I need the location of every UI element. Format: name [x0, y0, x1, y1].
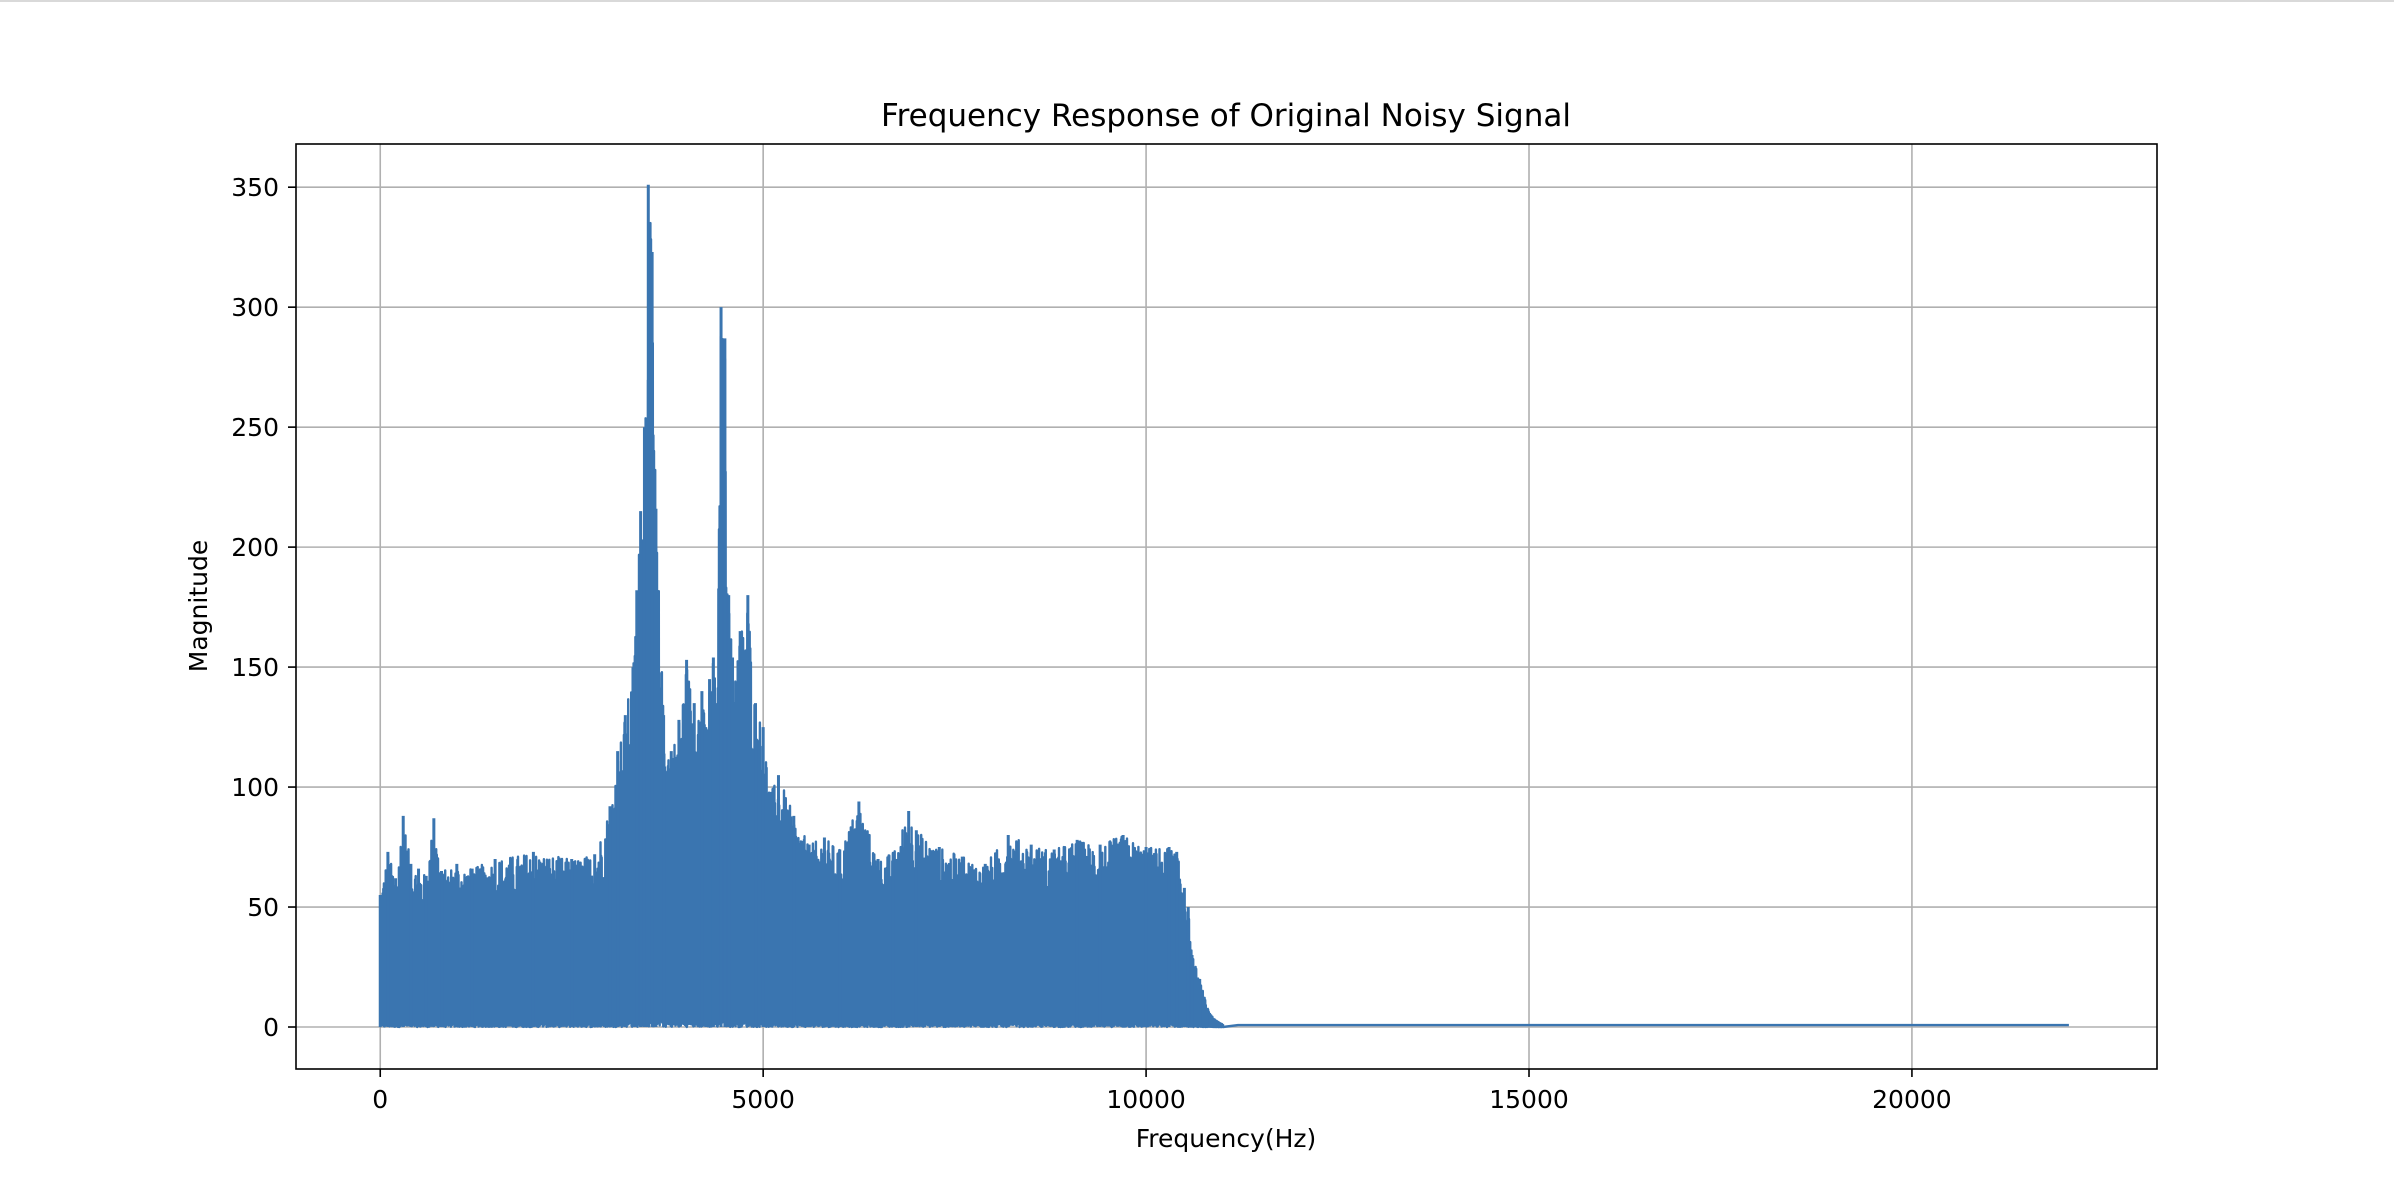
plot-frame [295, 143, 2158, 1070]
y-tick-label: 300 [231, 293, 279, 322]
grid [296, 144, 2157, 1069]
x-tick-label: 10000 [1106, 1085, 1186, 1114]
y-tick-label: 200 [231, 533, 279, 562]
x-tick-label: 20000 [1872, 1085, 1952, 1114]
window-top-border [0, 0, 2394, 2]
y-tick-label: 150 [231, 653, 279, 682]
series [378, 184, 2069, 1029]
y-tick-label: 0 [263, 1013, 279, 1042]
spectrum-line [379, 221, 2069, 1029]
chart-title: Frequency Response of Original Noisy Sig… [881, 98, 1571, 134]
y-axis-label: Magnitude [184, 540, 213, 672]
axes: 0 5000 10000 15000 20000 0 50 100 150 200 250 300 35… [231, 173, 1951, 1114]
x-axis-label: Frequency(Hz) [1136, 1124, 1317, 1153]
y-tick-label: 100 [231, 773, 279, 802]
y-tick-label: 250 [231, 413, 279, 442]
x-tick-label: 5000 [731, 1085, 795, 1114]
x-tick-label: 0 [372, 1085, 388, 1114]
y-tick-label: 50 [247, 893, 279, 922]
y-tick-label: 350 [231, 173, 279, 202]
x-tick-label: 15000 [1489, 1085, 1569, 1114]
